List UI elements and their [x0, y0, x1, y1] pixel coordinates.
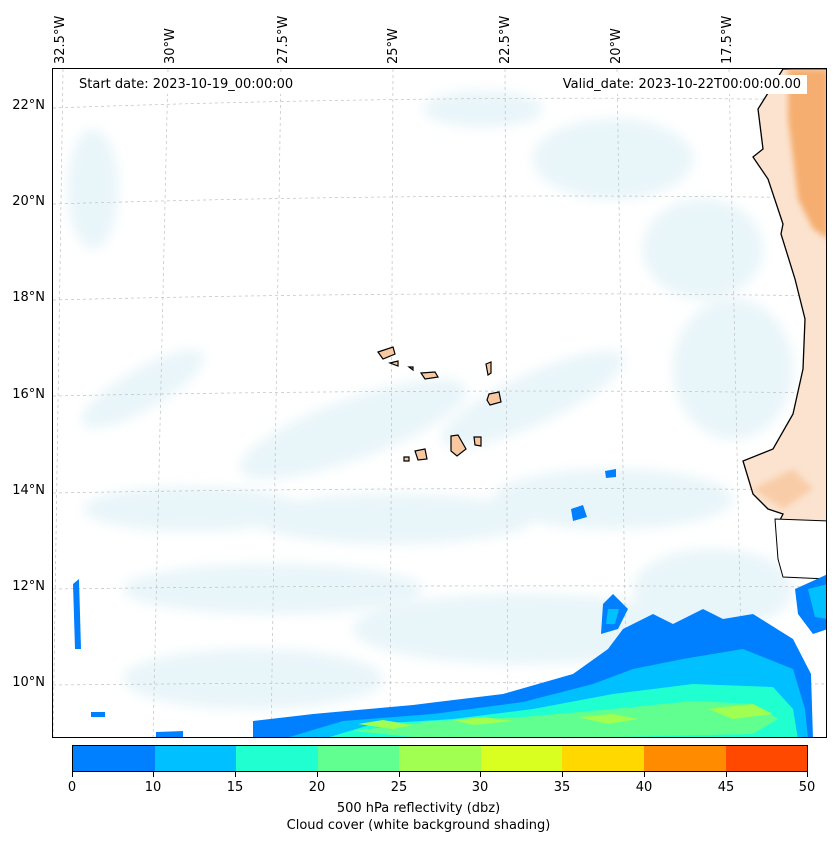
colorbar-tick-label-50: 50 [798, 780, 816, 795]
cape-verde-islands [377, 346, 502, 462]
lat-label-22n: 22°N [12, 98, 45, 113]
lon-label-32-5w: 32.5°W [53, 15, 68, 64]
map-panel [52, 68, 827, 738]
graticule [53, 69, 826, 737]
colorbar-segment-20-25 [317, 746, 400, 771]
colorbar-tick-label-0: 0 [67, 780, 77, 795]
valid-date-label: Valid_date: 2023-10-22T00:00:00.00 [556, 75, 807, 94]
colorbar-segment-30-35 [480, 746, 563, 771]
colorbar-tick [72, 772, 73, 777]
colorbar-tick-label-40: 40 [635, 780, 653, 795]
reflectivity-layer [73, 469, 826, 737]
colorbar-segment-35-40 [562, 746, 644, 771]
lat-label-18n: 18°N [12, 290, 45, 305]
colorbar-tick [399, 772, 400, 777]
colorbar-tick [480, 772, 481, 777]
colorbar-tick [153, 772, 154, 777]
colorbar-tick [807, 772, 808, 777]
lon-label-27-5w: 27.5°W [276, 15, 291, 64]
colorbar-tick-label-35: 35 [553, 780, 571, 795]
colorbar-tick-label-10: 10 [144, 780, 162, 795]
colorbar-segment-40-45 [643, 746, 726, 771]
start-date-label: Start date: 2023-10-19_00:00:00 [73, 75, 300, 94]
colorbar-tick [562, 772, 563, 777]
colorbar-tick-label-25: 25 [390, 780, 408, 795]
colorbar-segment-0-10 [73, 746, 155, 771]
colorbar-title: 500 hPa reflectivity (dbz) [336, 801, 501, 816]
colorbar-segment-15-20 [236, 746, 318, 771]
lat-label-12n: 12°N [12, 579, 45, 594]
colorbar-segment-10-15 [154, 746, 237, 771]
lon-label-25w: 25°W [386, 28, 401, 64]
lon-label-22-5w: 22.5°W [498, 15, 513, 64]
colorbar-tick [317, 772, 318, 777]
colorbar [72, 745, 808, 772]
colorbar-segment-45-50 [725, 746, 808, 771]
colorbar-tick-label-45: 45 [717, 780, 735, 795]
cloud-cover-layer [68, 91, 793, 709]
lat-label-16n: 16°N [12, 387, 45, 402]
colorbar-tick-label-20: 20 [308, 780, 326, 795]
colorbar-segment-25-30 [399, 746, 481, 771]
colorbar-tick [235, 772, 236, 777]
africa-landmass [742, 69, 826, 580]
lat-label-10n: 10°N [12, 675, 45, 690]
colorbar-tick-label-30: 30 [471, 780, 489, 795]
map-canvas [53, 69, 826, 737]
lon-label-20w: 20°W [609, 28, 624, 64]
lon-label-17-5w: 17.5°W [720, 15, 735, 64]
colorbar-tick [726, 772, 727, 777]
colorbar-subtitle: Cloud cover (white background shading) [286, 818, 551, 833]
lon-label-30w: 30°W [163, 28, 178, 64]
lat-label-20n: 20°N [12, 194, 45, 209]
lat-label-14n: 14°N [12, 483, 45, 498]
colorbar-tick-label-15: 15 [226, 780, 244, 795]
colorbar-tick [644, 772, 645, 777]
